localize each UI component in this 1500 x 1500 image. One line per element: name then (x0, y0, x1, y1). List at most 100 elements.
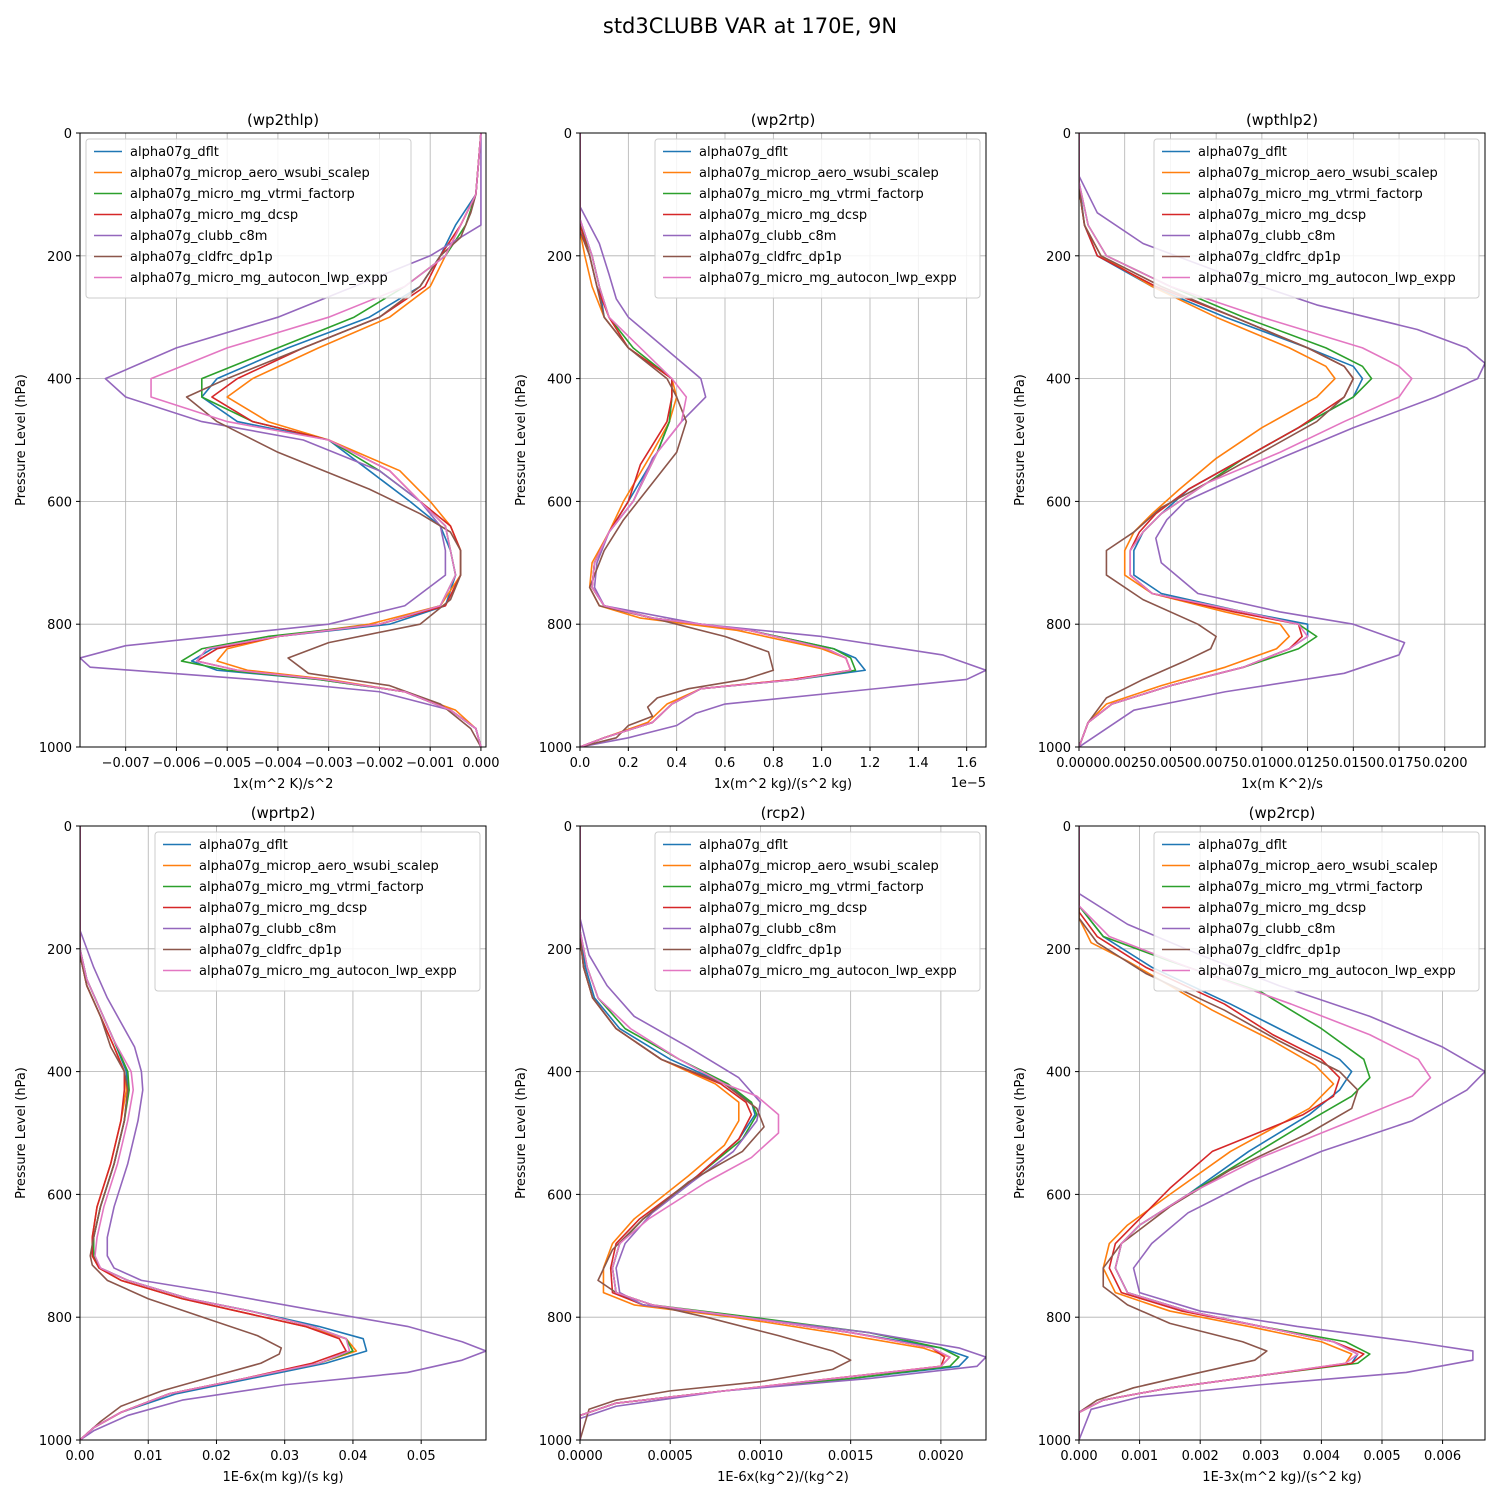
legend-label: alpha07g_dflt (699, 838, 788, 853)
y-tick-label: 0 (64, 127, 72, 142)
x-tick-label: −0.003 (305, 756, 353, 771)
legend-label: alpha07g_microp_aero_wsubi_scalep (1198, 859, 1438, 874)
legend-label: alpha07g_micro_mg_dcsp (1198, 901, 1366, 916)
legend: alpha07g_dflt alpha07g_microp_aero_wsubi_… (654, 831, 981, 992)
y-tick-label: 0 (1063, 820, 1071, 835)
legend-label: alpha07g_clubb_c8m (1198, 922, 1335, 937)
y-axis-label: Pressure Level (hPa) (514, 1067, 529, 1199)
legend-label: alpha07g_micro_mg_dcsp (199, 901, 367, 916)
x-axis-label: 1E-3x(m^2 kg)/(s^2 kg) (1202, 1470, 1361, 1485)
y-tick-label: 1000 (1038, 741, 1071, 756)
legend-label: alpha07g_microp_aero_wsubi_scalep (1198, 166, 1438, 181)
series-line-alpha07g_clubb_c8m (580, 826, 986, 1440)
y-tick-label: 400 (547, 373, 572, 388)
y-tick-label: 800 (47, 1311, 72, 1326)
x-tick-label: 0.0025 (1102, 756, 1148, 771)
x-tick-label: −0.006 (152, 756, 200, 771)
legend-label: alpha07g_dflt (1198, 145, 1287, 160)
legend-label: alpha07g_microp_aero_wsubi_scalep (130, 166, 370, 181)
subplot-title: (wprtp2) (251, 804, 316, 822)
x-tick-label: 0.0005 (647, 1449, 693, 1464)
y-tick-label: 400 (547, 1066, 572, 1081)
x-axis-label: 1E-6x(m kg)/(s kg) (222, 1470, 343, 1485)
legend-label: alpha07g_clubb_c8m (699, 229, 836, 244)
legend-frame (1153, 831, 1480, 992)
y-tick-label: 0 (564, 820, 572, 835)
y-tick-label: 0 (564, 127, 572, 142)
subplot-title: (wpthlp2) (1246, 111, 1318, 129)
y-tick-label: 400 (47, 373, 72, 388)
legend: alpha07g_dflt alpha07g_microp_aero_wsubi_… (154, 831, 481, 992)
x-tick-label: 0.0000 (1056, 756, 1102, 771)
legend-label: alpha07g_microp_aero_wsubi_scalep (699, 166, 939, 181)
x-tick-label: 0.0000 (557, 1449, 603, 1464)
legend-frame (654, 138, 981, 299)
legend-label: alpha07g_micro_mg_dcsp (699, 901, 867, 916)
y-tick-label: 1000 (539, 741, 572, 756)
x-offset-label: 1e−5 (951, 776, 986, 791)
y-tick-label: 200 (1046, 250, 1071, 265)
legend-frame (654, 831, 981, 992)
x-tick-label: 0.002 (1182, 1449, 1219, 1464)
x-tick-label: 0.05 (407, 1449, 436, 1464)
legend-label: alpha07g_microp_aero_wsubi_scalep (699, 859, 939, 874)
x-tick-label: 0.8 (763, 756, 784, 771)
series-line-alpha07g_clubb_c8m (580, 133, 986, 747)
legend-label: alpha07g_micro_mg_vtrmi_factorp (1198, 187, 1423, 202)
legend-label: alpha07g_cldfrc_dp1p (1198, 250, 1341, 265)
legend-label: alpha07g_micro_mg_dcsp (699, 208, 867, 223)
legend-label: alpha07g_micro_mg_autocon_lwp_expp (1198, 964, 1456, 979)
legend-frame (1153, 138, 1480, 299)
axes-frame (579, 132, 987, 748)
subplot-4: 0.00 0.01 0.02 0.03 0.04 0.05 0 200 400 600 800 100… (14, 804, 487, 1485)
x-tick-label: 0.03 (270, 1449, 299, 1464)
legend-frame (85, 138, 412, 299)
x-tick-label: 0.04 (338, 1449, 367, 1464)
y-axis-label: Pressure Level (hPa) (1013, 374, 1028, 506)
series-line-alpha07g_cldfrc_dp1p (580, 133, 775, 747)
x-tick-label: 1.2 (860, 756, 881, 771)
legend: alpha07g_dflt alpha07g_microp_aero_wsubi_… (1153, 138, 1480, 299)
y-axis-label: Pressure Level (hPa) (14, 1067, 29, 1199)
legend-label: alpha07g_clubb_c8m (130, 229, 267, 244)
x-tick-label: −0.004 (254, 756, 302, 771)
figure-title: std3CLUBB VAR at 170E, 9N (602, 14, 898, 38)
subplot-1: −0.007 −0.006 −0.005 −0.004 −0.003 −0.002 −0.0… (14, 111, 500, 792)
subplot-title: (wp2rcp) (1249, 804, 1316, 822)
legend-label: alpha07g_micro_mg_vtrmi_factorp (699, 187, 924, 202)
y-tick-label: 1000 (39, 741, 72, 756)
series-line-alpha07g_cldfrc_dp1p (185, 133, 482, 747)
subplot-6: 0.000 0.001 0.002 0.003 0.004 0.005 0.006 0 200 4… (1013, 804, 1486, 1485)
series-line-alpha07g_micro_mg_autocon_lwp_expp (1079, 826, 1432, 1440)
x-tick-label: −0.001 (406, 756, 454, 771)
x-tick-label: 0.0010 (738, 1449, 784, 1464)
legend-label: alpha07g_micro_mg_autocon_lwp_expp (130, 271, 388, 286)
y-tick-label: 600 (1046, 495, 1071, 510)
y-tick-label: 600 (547, 495, 572, 510)
legend-label: alpha07g_clubb_c8m (699, 922, 836, 937)
x-axis-label: 1x(m^2 K)/s^2 (233, 777, 334, 792)
legend-label: alpha07g_dflt (699, 145, 788, 160)
y-axis-label: Pressure Level (hPa) (1013, 1067, 1028, 1199)
x-tick-label: 0.01 (134, 1449, 163, 1464)
axes-frame (79, 825, 487, 1441)
legend-label: alpha07g_microp_aero_wsubi_scalep (199, 859, 439, 874)
legend-label: alpha07g_cldfrc_dp1p (130, 250, 273, 265)
subplot-5: 0.0000 0.0005 0.0010 0.0015 0.0020 0 200 400 600… (514, 804, 987, 1485)
legend: alpha07g_dflt alpha07g_microp_aero_wsubi_… (654, 138, 981, 299)
legend-frame (154, 831, 481, 992)
y-tick-label: 400 (47, 1066, 72, 1081)
legend-label: alpha07g_micro_mg_autocon_lwp_expp (699, 964, 957, 979)
legend-label: alpha07g_micro_mg_autocon_lwp_expp (199, 964, 457, 979)
x-tick-label: 0.0175 (1376, 756, 1422, 771)
legend-label: alpha07g_micro_mg_vtrmi_factorp (1198, 880, 1423, 895)
series-line-alpha07g_cldfrc_dp1p (580, 826, 852, 1440)
x-axis-label: 1E-6x(kg^2)/(kg^2) (717, 1470, 849, 1485)
y-tick-label: 800 (47, 618, 72, 633)
legend: alpha07g_dflt alpha07g_microp_aero_wsubi_… (85, 138, 412, 299)
legend-label: alpha07g_cldfrc_dp1p (699, 943, 842, 958)
x-tick-label: −0.007 (102, 756, 150, 771)
legend-label: alpha07g_cldfrc_dp1p (699, 250, 842, 265)
subplot-title: (rcp2) (761, 804, 806, 822)
y-tick-label: 400 (1046, 1066, 1071, 1081)
